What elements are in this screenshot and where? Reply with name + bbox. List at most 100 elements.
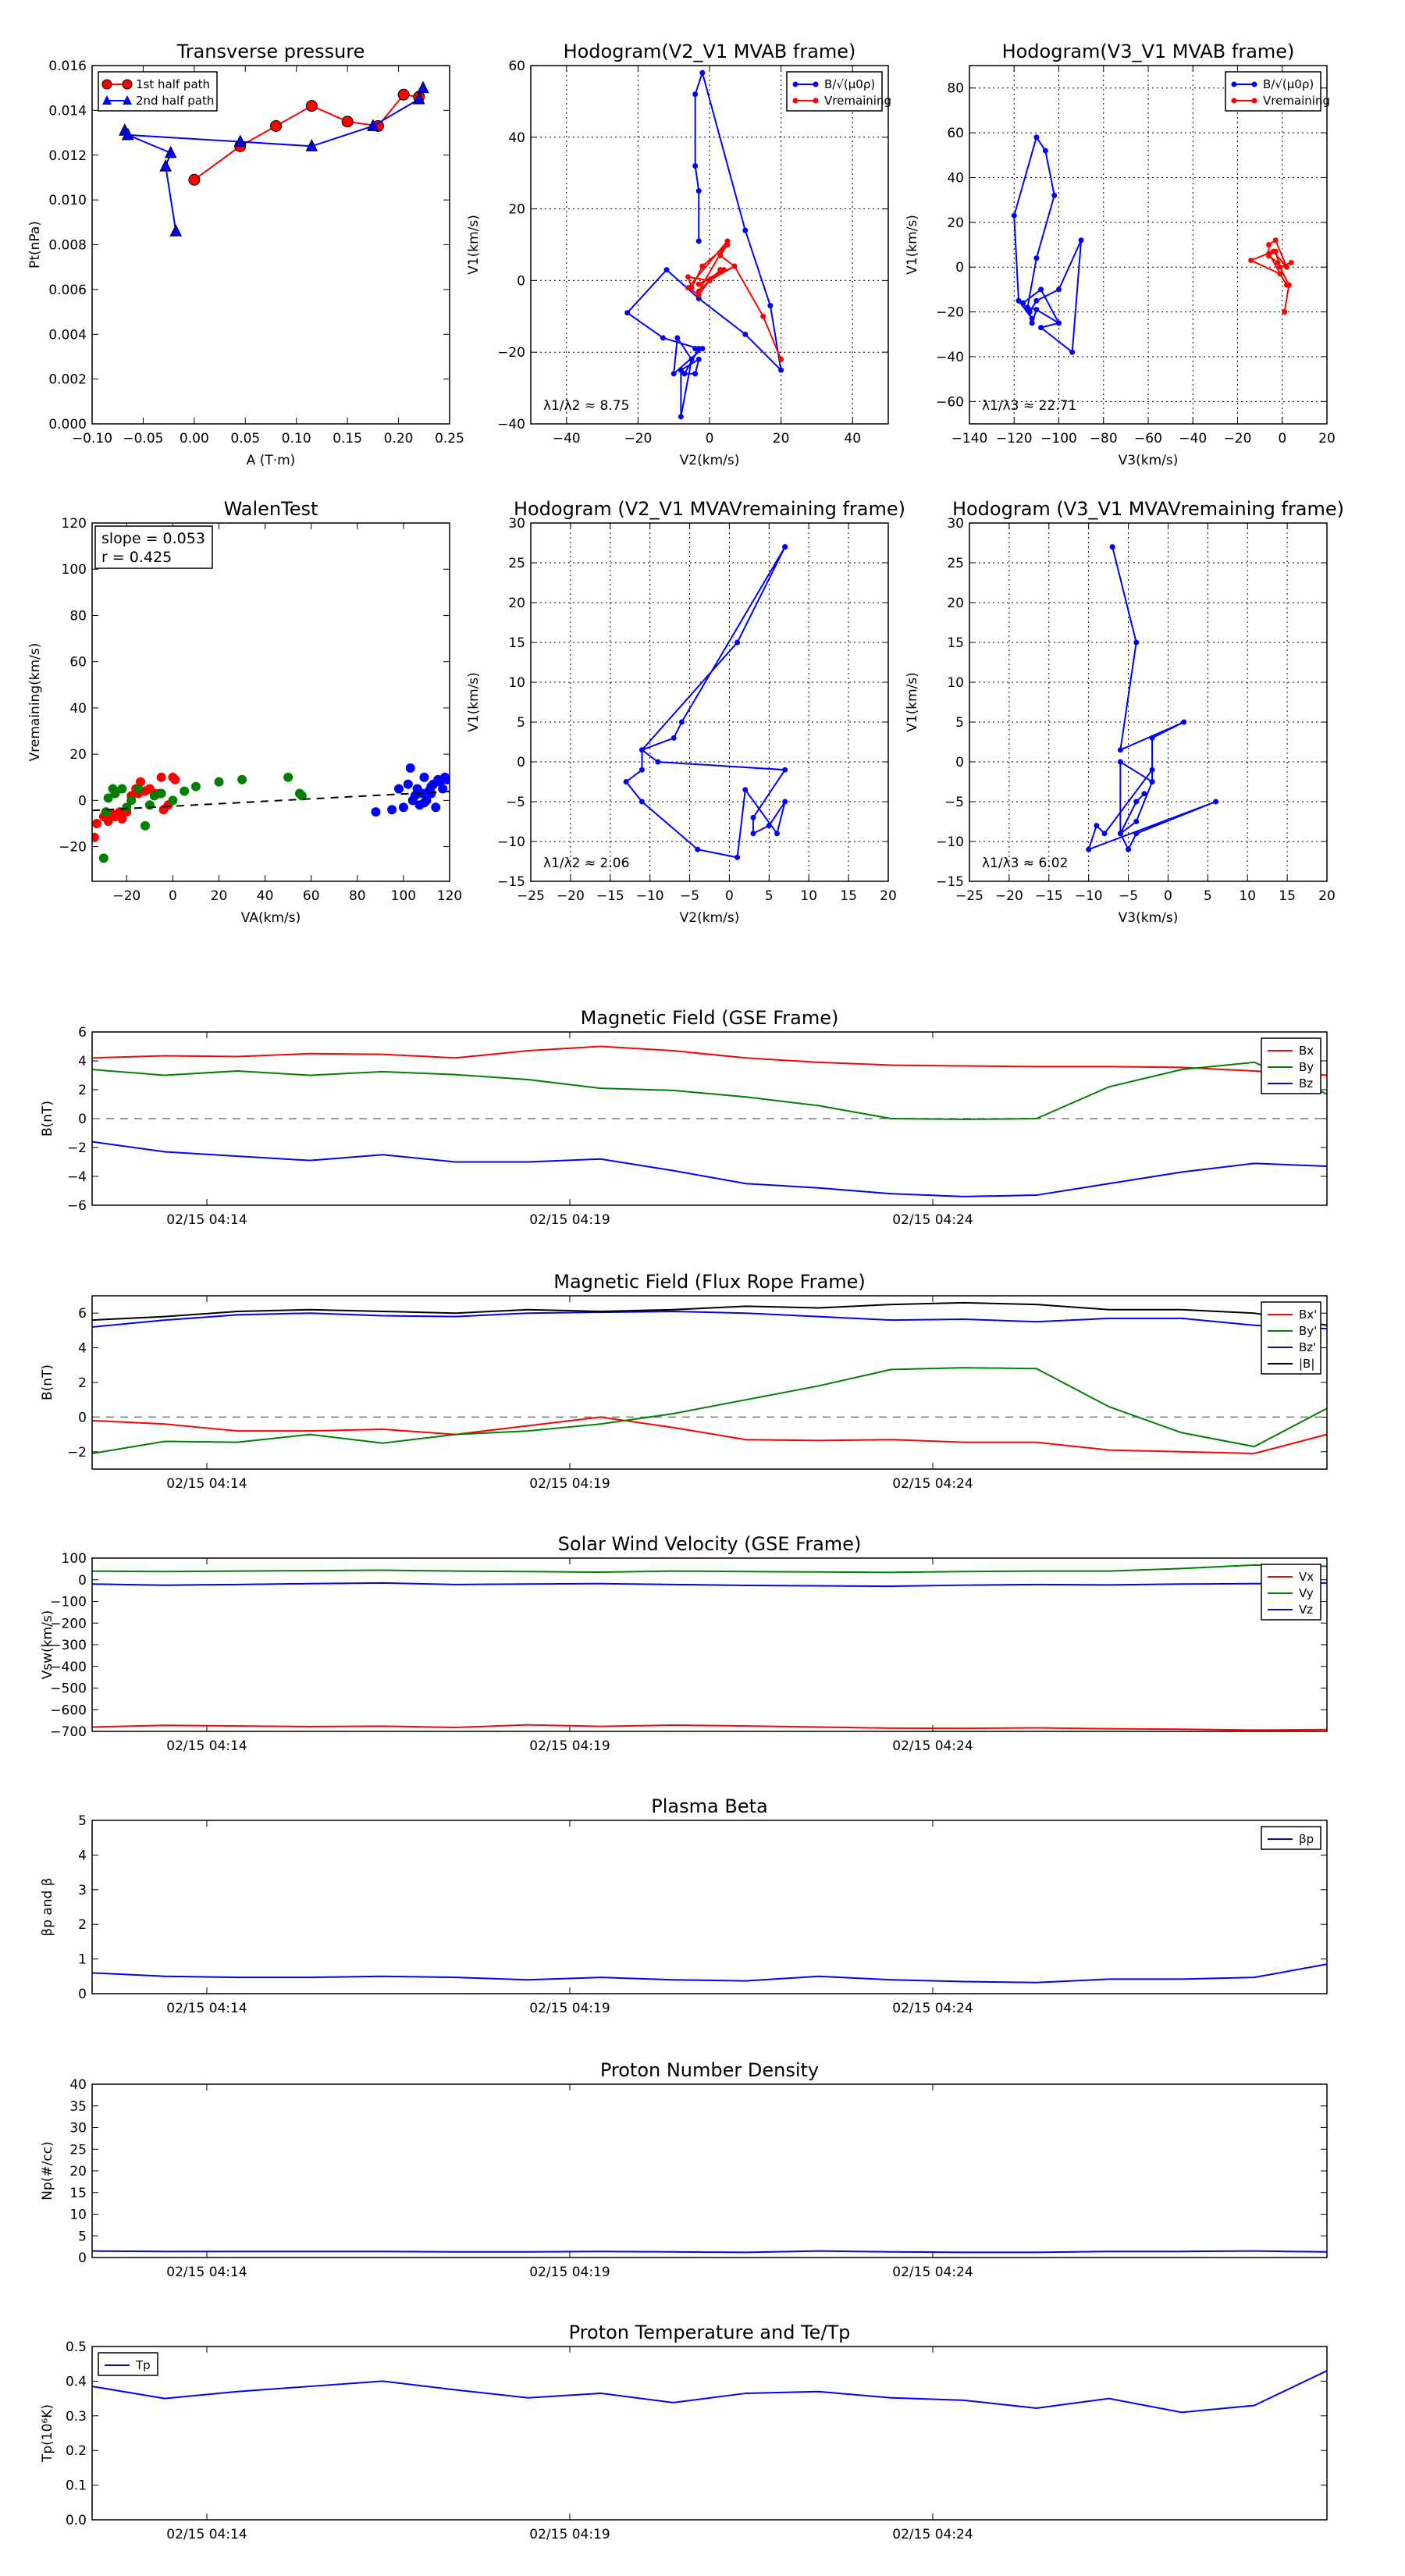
annotation-text: λ1/λ2 ≈ 2.06	[543, 856, 629, 871]
x-tick-label: 02/15 04:19	[529, 1476, 610, 1492]
x-tick-label: 02/15 04:24	[892, 2265, 973, 2280]
series-B	[624, 69, 784, 420]
plot-area	[119, 80, 429, 237]
legend-label: Bz	[1299, 1076, 1313, 1091]
data-point	[164, 145, 177, 158]
data-point	[156, 788, 166, 799]
y-tick-label: 20	[69, 747, 87, 763]
legend-marker	[123, 95, 132, 105]
plot-frame	[91, 1031, 1328, 1206]
x-tick-label: −0.05	[123, 431, 163, 447]
chart-hodo2: Hodogram(V3_V1 MVAB frame) −140 −120 −100 −8…	[905, 41, 1336, 468]
x-tick-label: 0.25	[435, 431, 464, 447]
plot-area	[624, 69, 784, 420]
data-point	[1288, 259, 1294, 265]
data-point	[692, 163, 699, 169]
x-tick-label: −20	[112, 888, 140, 904]
x-tick-label: −80	[1090, 431, 1118, 447]
y-axis-label: Tp(10⁶K)	[40, 2404, 55, 2463]
x-tick-label: 10	[800, 888, 817, 904]
x-axis-label: V2(km/s)	[680, 453, 740, 468]
data-point	[695, 846, 701, 852]
y-tick-label: 0.2	[66, 2443, 87, 2459]
y-axis-label: V1(km/s)	[905, 215, 920, 275]
series-line	[92, 1061, 1327, 1120]
x-tick-label: 40	[844, 431, 861, 447]
y-tick-label: 2	[78, 1917, 87, 1933]
data-point	[1020, 300, 1026, 306]
data-point	[283, 772, 293, 782]
data-point	[1126, 846, 1132, 852]
data-point	[1029, 320, 1035, 326]
data-point	[122, 802, 132, 813]
x-tick-label: −20	[995, 888, 1023, 904]
legend-label: Bx	[1299, 1044, 1314, 1058]
y-tick-label: −400	[50, 1660, 87, 1675]
data-point	[699, 346, 706, 352]
x-tick-label: −60	[1134, 431, 1162, 447]
plot-frame	[530, 65, 889, 425]
data-point	[188, 173, 201, 186]
y-tick-label: −5	[944, 795, 964, 810]
chart-title: Proton Number Density	[600, 2059, 819, 2081]
y-tick-label: 10	[947, 675, 964, 691]
chart-beta: Plasma Beta 02/15 04:14 02/15 04:19 02/15 0…	[40, 1795, 1328, 2016]
y-tick-label: 0.010	[48, 193, 87, 208]
y-tick-label: 0.016	[48, 59, 87, 74]
data-point	[695, 188, 702, 194]
data-point	[1109, 544, 1115, 550]
plot-frame	[91, 2346, 1328, 2521]
data-point	[1149, 735, 1155, 741]
data-point	[341, 116, 354, 128]
x-tick-label: −5	[680, 888, 699, 904]
annotation-text: λ1/λ3 ≈ 6.02	[982, 856, 1068, 871]
y-tick-label: 60	[947, 126, 964, 141]
x-tick-label: 02/15 04:19	[529, 2265, 610, 2280]
series-line	[92, 1310, 1327, 1330]
x-tick-label: 120	[437, 888, 462, 904]
data-point	[1016, 297, 1022, 304]
y-tick-label: −40	[936, 350, 964, 365]
y-tick-label: 35	[69, 2099, 87, 2115]
data-point	[1133, 799, 1140, 805]
data-point	[407, 795, 418, 806]
data-point	[419, 772, 429, 782]
y-tick-label: 0	[78, 2250, 87, 2266]
y-tick-label: 20	[69, 2164, 87, 2179]
data-point	[706, 277, 713, 283]
data-point	[169, 224, 183, 237]
data-point	[674, 335, 681, 341]
y-tick-label: −2	[67, 1140, 87, 1156]
x-tick-label: −40	[1179, 431, 1207, 447]
data-point	[1277, 271, 1283, 277]
legend-marker	[101, 79, 112, 90]
x-tick-label: 10	[1239, 888, 1256, 904]
data-point	[144, 800, 155, 810]
series-V	[623, 544, 788, 860]
y-tick-label: 0	[955, 755, 964, 770]
legend-label: Bx'	[1299, 1308, 1317, 1322]
plot-frame	[91, 2083, 1328, 2258]
data-point	[419, 798, 429, 808]
legend-label: 2nd half path	[136, 94, 214, 108]
x-tick-label: 15	[840, 888, 857, 904]
data-point	[699, 263, 706, 269]
y-tick-label: −700	[50, 1724, 87, 1740]
legend-box	[786, 71, 883, 112]
series-B	[1011, 134, 1084, 355]
data-point	[685, 274, 692, 280]
series-line	[92, 2250, 1327, 2254]
y-tick-label: 30	[508, 516, 525, 532]
data-point	[717, 252, 724, 258]
data-point	[168, 795, 178, 806]
y-tick-label: 15	[508, 635, 525, 651]
y-axis-label: V1(km/s)	[466, 672, 482, 732]
chart-vsw: Solar Wind Velocity (GSE Frame) 02/15 04:…	[40, 1533, 1328, 1754]
series-Vy	[92, 1564, 1327, 1574]
legend-marker	[102, 95, 112, 105]
legend-label: Bz'	[1299, 1340, 1316, 1354]
legend: 1st half path 2nd half path	[98, 71, 218, 112]
plot-area	[623, 544, 788, 860]
plot-frame	[530, 522, 889, 882]
chart-title: Hodogram (V2_V1 MVAVremaining frame)	[514, 498, 905, 520]
